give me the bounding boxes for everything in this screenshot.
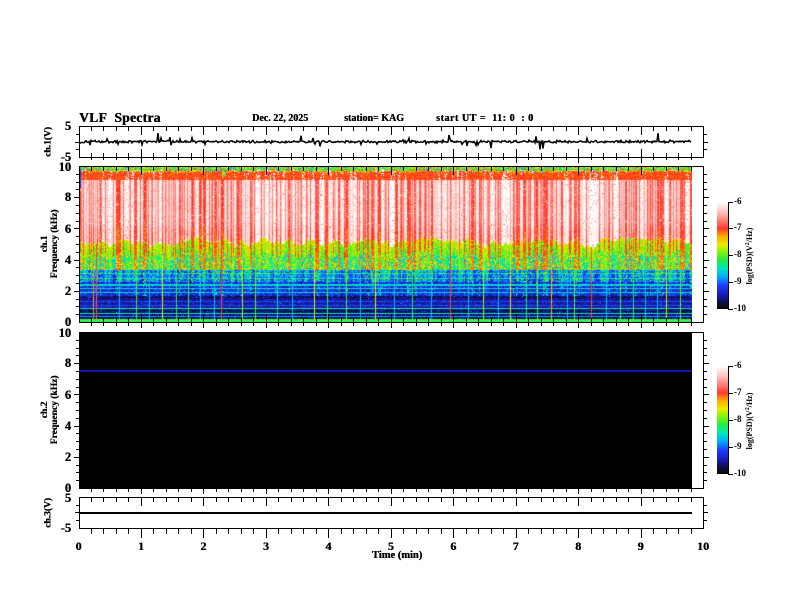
svg-text:log(PSD)(V2/Hz): log(PSD)(V2/Hz) (745, 227, 754, 284)
svg-text:log(PSD)(V2/Hz): log(PSD)(V2/Hz) (745, 392, 754, 449)
